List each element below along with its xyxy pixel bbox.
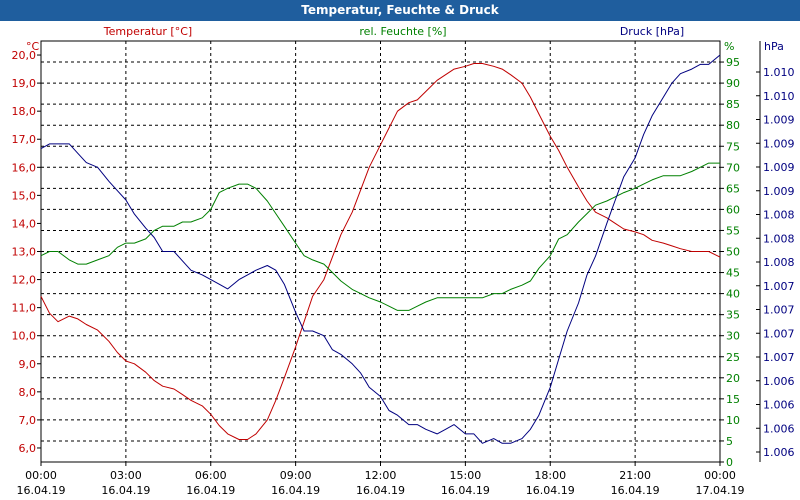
grid xyxy=(41,41,720,462)
time-tick-label: 12:00 xyxy=(365,469,397,482)
pressure-tick-label: 1.008 xyxy=(763,209,795,222)
humidity-tick-label: 10 xyxy=(726,414,740,427)
humidity-tick-label: 40 xyxy=(726,288,740,301)
time-tick-label: 18:00 xyxy=(534,469,566,482)
date-tick-label: 16.04.19 xyxy=(441,484,490,497)
pressure-tick-label: 1.006 xyxy=(763,446,795,459)
humidity-tick-label: 0 xyxy=(726,456,733,469)
humidity-tick-label: 75 xyxy=(726,140,740,153)
humidity-tick-label: 80 xyxy=(726,119,740,132)
temperature-tick-label: 10,0 xyxy=(12,330,37,343)
temperature-tick-label: 17,0 xyxy=(12,133,37,146)
series-line-temperature xyxy=(40,63,721,440)
time-tick-label: 06:00 xyxy=(195,469,227,482)
humidity-tick-label: 70 xyxy=(726,161,740,174)
date-tick-label: 16.04.19 xyxy=(611,484,660,497)
humidity-tick-label: 50 xyxy=(726,246,740,259)
pressure-tick-label: 1.008 xyxy=(763,256,795,269)
humidity-tick-label: 65 xyxy=(726,182,740,195)
temperature-tick-label: 12,0 xyxy=(12,274,37,287)
pressure-tick-label: 1.006 xyxy=(763,399,795,412)
date-tick-label: 16.04.19 xyxy=(101,484,150,497)
temperature-tick-label: 13,0 xyxy=(12,246,37,259)
temperature-tick-label: 6,0 xyxy=(19,442,37,455)
pressure-tick-label: 1.010 xyxy=(763,66,795,79)
humidity-tick-label: 45 xyxy=(726,267,740,280)
humidity-axis-title: rel. Feuchte [%] xyxy=(359,25,446,38)
time-tick-label: 09:00 xyxy=(280,469,312,482)
series-line-humidity xyxy=(40,162,720,311)
pressure-tick-label: 1.006 xyxy=(763,375,795,388)
temperature-tick-label: 7,0 xyxy=(19,414,37,427)
pressure-tick-label: 1.007 xyxy=(763,351,795,364)
time-tick-label: 00:00 xyxy=(704,469,736,482)
time-axis: 00:00 16.04.19 03:00 16.04.19 06:00 16.04.19 0… xyxy=(17,462,745,497)
date-tick-label: 16.04.19 xyxy=(186,484,235,497)
humidity-tick-label: 85 xyxy=(726,98,740,111)
pressure-axis-title: Druck [hPa] xyxy=(620,25,684,38)
date-tick-label: 16.04.19 xyxy=(17,484,66,497)
temperature-tick-label: 9,0 xyxy=(19,358,37,371)
humidity-tick-label: 35 xyxy=(726,309,740,322)
time-tick-label: 00:00 xyxy=(25,469,57,482)
temperature-tick-label: 20,0 xyxy=(12,49,37,62)
temperature-tick-label: 16,0 xyxy=(12,161,37,174)
pressure-tick-label: 1.007 xyxy=(763,327,795,340)
date-tick-label: 16.04.19 xyxy=(271,484,320,497)
pressure-tick-label: 1.009 xyxy=(763,185,795,198)
temperature-axis: 6,0 7,0 8,0 9,0 10,0 11,0 12,0 13,0 14,0 15,0 16,0… xyxy=(12,49,41,455)
humidity-tick-label: 25 xyxy=(726,351,740,364)
pressure-tick-label: 1.009 xyxy=(763,137,795,150)
pressure-tick-label: 1.010 xyxy=(763,90,795,103)
temperature-unit: °C xyxy=(26,40,40,53)
pressure-unit: hPa xyxy=(764,40,784,53)
pressure-tick-label: 1.008 xyxy=(763,232,795,245)
temperature-tick-label: 11,0 xyxy=(12,302,37,315)
temperature-tick-label: 14,0 xyxy=(12,217,37,230)
date-tick-label: 16.04.19 xyxy=(526,484,575,497)
temperature-axis-title: Temperatur [°C] xyxy=(103,25,192,38)
humidity-axis: 0 5 10 15 20 25 30 35 40 45 50 55 60 65 70 75 80 85 90 95 xyxy=(720,56,740,469)
pressure-tick-label: 1.006 xyxy=(763,422,795,435)
pressure-tick-label: 1.007 xyxy=(763,304,795,317)
temperature-tick-label: 15,0 xyxy=(12,189,37,202)
humidity-tick-label: 5 xyxy=(726,435,733,448)
date-tick-label: 16.04.19 xyxy=(356,484,405,497)
humidity-tick-label: 15 xyxy=(726,393,740,406)
date-tick-label: 17.04.19 xyxy=(696,484,745,497)
time-tick-label: 15:00 xyxy=(450,469,482,482)
window-title: Temperatur, Feuchte & Druck xyxy=(0,0,800,21)
humidity-unit: % xyxy=(724,40,734,53)
pressure-tick-label: 1.009 xyxy=(763,161,795,174)
series-line-pressure xyxy=(40,54,721,444)
temperature-tick-label: 8,0 xyxy=(19,386,37,399)
pressure-axis: 1.006 1.006 1.006 1.006 1.007 1.007 1.007 1.007… xyxy=(756,41,795,462)
time-tick-label: 21:00 xyxy=(619,469,651,482)
humidity-tick-label: 60 xyxy=(726,203,740,216)
humidity-tick-label: 90 xyxy=(726,77,740,90)
time-tick-label: 03:00 xyxy=(110,469,142,482)
series-layer xyxy=(40,54,721,444)
humidity-tick-label: 20 xyxy=(726,372,740,385)
humidity-tick-label: 95 xyxy=(726,56,740,69)
pressure-tick-label: 1.009 xyxy=(763,114,795,127)
temperature-tick-label: 19,0 xyxy=(12,77,37,90)
temperature-tick-label: 18,0 xyxy=(12,105,37,118)
humidity-tick-label: 30 xyxy=(726,330,740,343)
pressure-tick-label: 1.007 xyxy=(763,280,795,293)
humidity-tick-label: 55 xyxy=(726,224,740,237)
